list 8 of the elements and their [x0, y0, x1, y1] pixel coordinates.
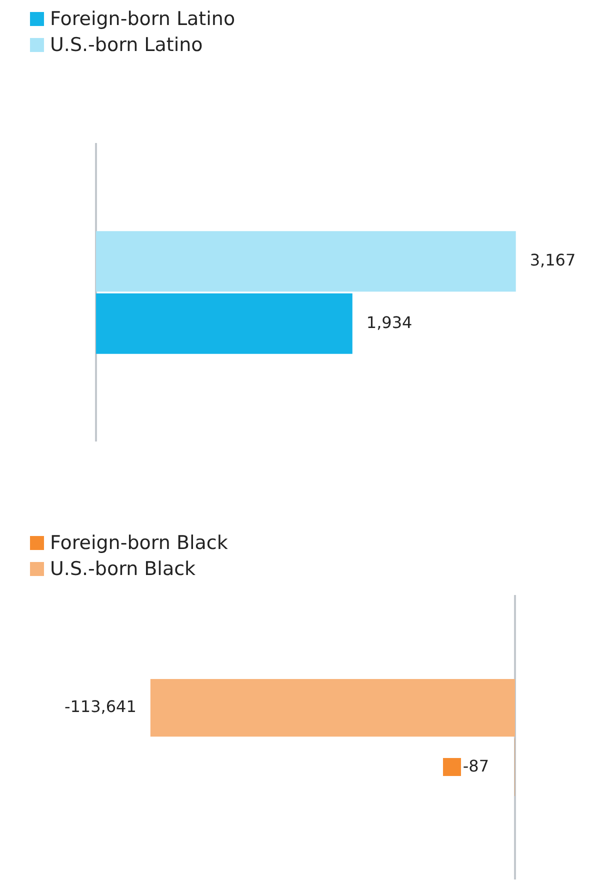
legend-label: U.S.-born Black: [50, 557, 196, 582]
data-label: -87: [462, 756, 489, 776]
legend-label: Foreign-born Black: [50, 531, 228, 556]
data-label: -113,641: [64, 696, 136, 716]
legend-label: U.S.-born Latino: [50, 33, 203, 58]
data-label: 1,934: [366, 312, 412, 332]
data-label: 3,167: [530, 250, 576, 270]
legend-label: Foreign-born Latino: [50, 7, 236, 32]
